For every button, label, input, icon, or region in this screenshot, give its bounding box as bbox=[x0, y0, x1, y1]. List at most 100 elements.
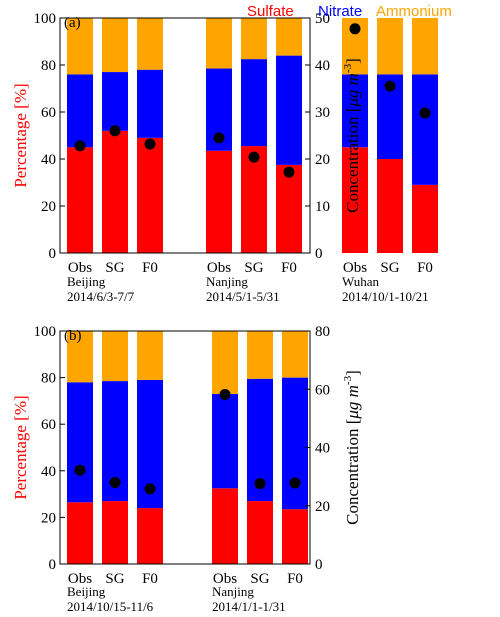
category-label: F0 bbox=[281, 260, 297, 276]
concentration-point bbox=[74, 464, 86, 476]
period-label: 2014/6/3-7/7 bbox=[67, 289, 135, 304]
sulfate-bar bbox=[282, 509, 308, 564]
ammonium-bar bbox=[247, 331, 273, 379]
concentration-point bbox=[349, 23, 361, 35]
ammonium-bar bbox=[206, 18, 232, 69]
right-tick-label: 10 bbox=[315, 199, 330, 215]
category-label: SG bbox=[380, 260, 399, 276]
site-label: Nanjing bbox=[212, 584, 254, 599]
ammonium-bar bbox=[241, 18, 267, 60]
right-tick-label: 40 bbox=[315, 58, 330, 74]
right-tick-label: 60 bbox=[315, 382, 330, 398]
category-label: SG bbox=[244, 260, 263, 276]
ammonium-bar bbox=[282, 331, 308, 378]
right-tick-label: 80 bbox=[315, 324, 330, 340]
sulfate-bar bbox=[67, 502, 93, 564]
concentration-point bbox=[109, 125, 121, 137]
right-tick-label: 0 bbox=[315, 557, 323, 573]
left-tick-label: 20 bbox=[41, 510, 56, 526]
sulfate-bar bbox=[377, 159, 403, 253]
ammonium-bar bbox=[67, 331, 93, 383]
ammonium-bar bbox=[67, 18, 93, 75]
site-label: Beijing bbox=[67, 584, 106, 599]
left-tick-label: 40 bbox=[41, 464, 56, 480]
left-tick-label: 40 bbox=[41, 152, 56, 168]
category-label: SG bbox=[105, 260, 124, 276]
panel-label: (b) bbox=[64, 328, 82, 344]
sulfate-bar bbox=[102, 130, 128, 253]
concentration-point bbox=[248, 151, 260, 163]
right-tick-label: 0 bbox=[315, 246, 323, 262]
nitrate-bar bbox=[276, 55, 302, 165]
category-label: Obs bbox=[68, 571, 92, 587]
sulfate-bar bbox=[276, 164, 302, 253]
nitrate-bar bbox=[102, 72, 128, 131]
left-tick-label: 60 bbox=[41, 417, 56, 433]
nitrate-bar bbox=[282, 377, 308, 510]
left-tick-label: 0 bbox=[49, 246, 57, 262]
category-label: Obs bbox=[213, 571, 237, 587]
nitrate-bar bbox=[241, 59, 267, 147]
category-label: Obs bbox=[207, 260, 231, 276]
period-label: 2014/5/1-5/31 bbox=[206, 289, 280, 304]
right-tick-label: 50 bbox=[315, 11, 330, 27]
ammonium-bar bbox=[276, 18, 302, 56]
ammonium-bar bbox=[377, 18, 403, 75]
legend-entry-sulfate: Sulfate bbox=[247, 3, 294, 20]
period-label: 2014/1/1-1/31 bbox=[212, 599, 286, 614]
category-label: Obs bbox=[68, 260, 92, 276]
sulfate-bar bbox=[212, 488, 238, 564]
sulfate-bar bbox=[102, 501, 128, 564]
concentration-point bbox=[144, 483, 156, 495]
y-axis-label: Percentage [%] bbox=[11, 83, 30, 187]
nitrate-bar bbox=[137, 69, 163, 138]
site-label: Nanjing bbox=[206, 274, 248, 289]
period-label: 2014/10/15-11/6 bbox=[67, 599, 154, 614]
nitrate-bar bbox=[412, 74, 438, 185]
right-tick-label: 20 bbox=[315, 152, 330, 168]
left-tick-label: 20 bbox=[41, 199, 56, 215]
sulfate-bar bbox=[412, 184, 438, 253]
concentration-point bbox=[419, 107, 431, 119]
category-label: SG bbox=[250, 571, 269, 587]
plot-frame bbox=[59, 17, 311, 254]
concentration-point bbox=[289, 477, 301, 489]
concentration-point bbox=[384, 80, 396, 92]
nitrate-bar bbox=[342, 74, 368, 148]
category-label: F0 bbox=[287, 571, 303, 587]
sulfate-bar bbox=[137, 137, 163, 253]
category-label: F0 bbox=[142, 571, 158, 587]
sulfate-bar bbox=[241, 146, 267, 253]
left-tick-label: 100 bbox=[34, 324, 57, 340]
concentration-point bbox=[213, 132, 225, 144]
ammonium-bar bbox=[137, 331, 163, 380]
left-tick-label: 80 bbox=[41, 58, 56, 74]
left-tick-label: 80 bbox=[41, 371, 56, 387]
left-tick-label: 100 bbox=[34, 11, 57, 27]
site-label: Wuhan bbox=[342, 274, 380, 289]
sulfate-bar bbox=[137, 508, 163, 564]
category-label: F0 bbox=[142, 260, 158, 276]
ammonium-bar bbox=[137, 18, 163, 70]
concentration-point bbox=[144, 138, 156, 150]
right-tick-label: 20 bbox=[315, 499, 330, 515]
category-label: SG bbox=[105, 571, 124, 587]
ammonium-bar bbox=[212, 331, 238, 394]
category-label: Obs bbox=[343, 260, 367, 276]
concentration-point bbox=[219, 388, 231, 400]
left-tick-label: 60 bbox=[41, 105, 56, 121]
right-tick-label: 40 bbox=[315, 441, 330, 457]
legend-entry-nitrate: Nitrate bbox=[318, 3, 362, 20]
y-axis-label: Percentage [%] bbox=[11, 395, 30, 499]
nitrate-bar bbox=[67, 74, 93, 148]
sulfate-bar bbox=[342, 147, 368, 253]
concentration-point bbox=[74, 140, 86, 152]
period-label: 2014/10/1-10/21 bbox=[342, 289, 429, 304]
concentration-point bbox=[283, 166, 295, 178]
concentration-point bbox=[254, 478, 266, 490]
left-tick-label: 0 bbox=[49, 557, 57, 573]
site-label: Beijing bbox=[67, 274, 106, 289]
